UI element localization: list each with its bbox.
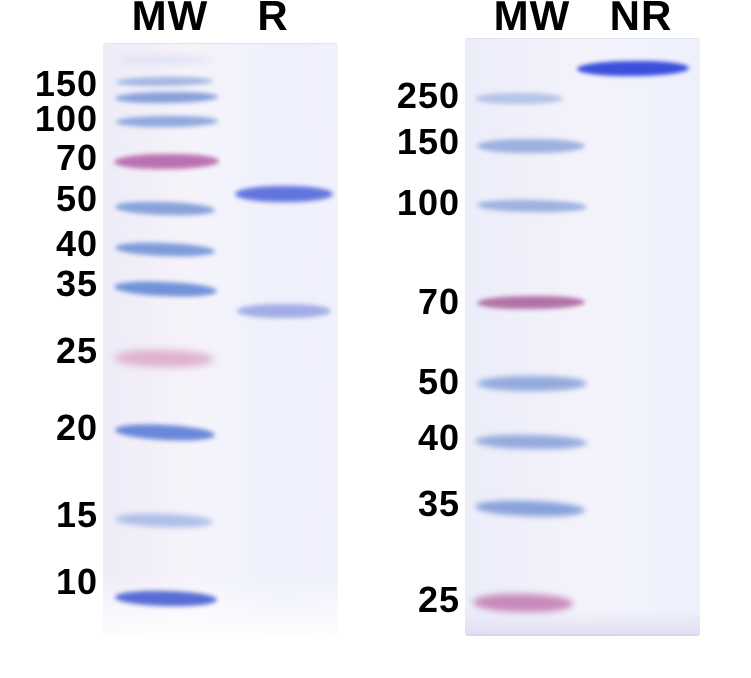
lane-header-r: R [257,0,289,39]
non-reduced-gel-image [465,38,700,636]
mw-label-reduced-gel-15: 15 [55,494,98,535]
band-reduced-gel-ladder-20 [114,422,216,443]
band-non-reduced-gel-ladder-35 [474,499,586,518]
band-non-reduced-gel-ladder-40 [474,434,588,450]
band-non-reduced-gel-ladder-25-pink [472,593,574,613]
band-reduced-gel-ladder-25-pink [113,349,215,368]
mw-label-reduced-gel-25: 25 [55,330,98,371]
band-non-reduced-gel-ladder-150 [477,139,585,153]
band-reduced-gel-ladder-35 [113,279,218,299]
mw-label-reduced-gel-150: 150 [34,63,98,104]
band-non-reduced-gel-ladder-100 [476,199,588,213]
mw-label-non-reduced-gel-40: 40 [417,417,460,458]
mw-label-non-reduced-gel-25: 25 [417,579,460,620]
band-reduced-gel-ladder-150-lower [114,91,219,104]
band-reduced-gel-ladder-100 [115,115,219,128]
band-reduced-gel-ladder-150-upper [115,76,214,87]
mw-label-non-reduced-gel-250: 250 [396,75,460,116]
mw-label-non-reduced-gel-150: 150 [396,121,460,162]
lane-header-mw: MW [493,0,571,39]
band-non-reduced-gel-ladder-250 [475,93,563,104]
band-reduced-gel-sample-r-upper [235,186,333,202]
mw-label-reduced-gel-10: 10 [55,561,98,602]
lane-header-nr: NR [609,0,673,39]
mw-label-reduced-gel-40: 40 [55,223,98,264]
band-reduced-gel-ladder-40 [114,241,216,258]
mw-label-reduced-gel-35: 35 [55,263,98,304]
mw-label-non-reduced-gel-35: 35 [417,483,460,524]
band-reduced-gel-ladder-top-smear [119,56,214,64]
mw-label-reduced-gel-50: 50 [55,178,98,219]
mw-label-reduced-gel-20: 20 [55,407,98,448]
band-reduced-gel-sample-r-lower [237,304,331,318]
band-non-reduced-gel-ladder-70-pink [476,295,586,310]
mw-label-non-reduced-gel-70: 70 [417,281,460,322]
reduced-gel-image [103,43,338,634]
mw-label-reduced-gel-100: 100 [34,98,98,139]
band-reduced-gel-ladder-10 [114,589,218,608]
mw-label-reduced-gel-70: 70 [55,137,98,178]
mw-label-non-reduced-gel-50: 50 [417,361,460,402]
mw-label-non-reduced-gel-100: 100 [396,182,460,223]
band-reduced-gel-ladder-50 [114,200,216,217]
band-reduced-gel-ladder-15 [114,512,214,529]
band-non-reduced-gel-sample-nr [576,60,690,77]
lane-header-mw: MW [131,0,209,39]
band-non-reduced-gel-ladder-50 [477,376,587,391]
band-reduced-gel-ladder-70-pink [113,153,220,170]
